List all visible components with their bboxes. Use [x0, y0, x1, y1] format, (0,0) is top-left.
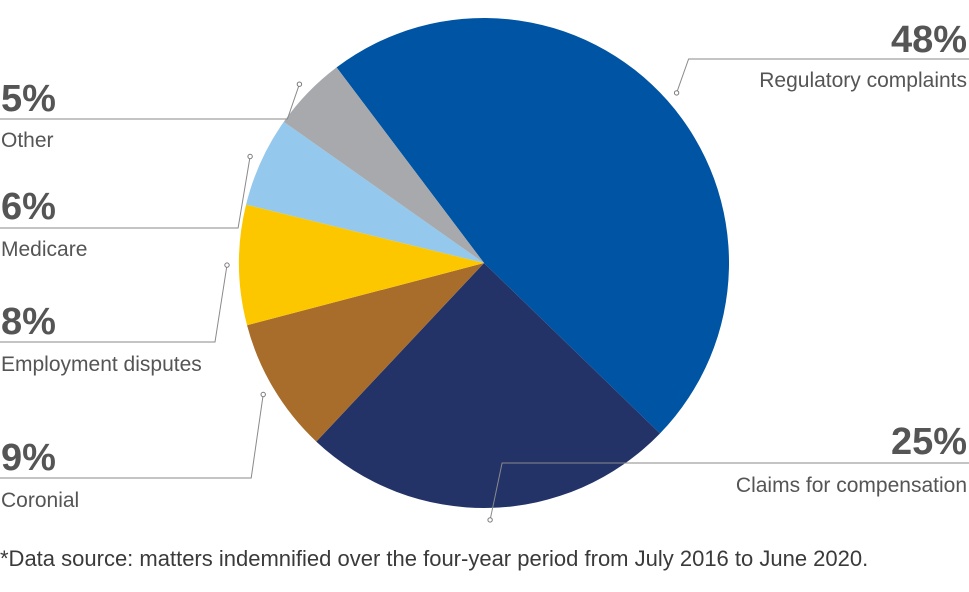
slice-value-label-medicare: 6%	[1, 186, 56, 228]
leader-line-claims-for-compensation	[489, 462, 969, 521]
slice-value-label-regulatory-complaints: 48%	[891, 19, 967, 61]
leader-dot-medicare	[247, 153, 253, 160]
slice-value-label-coronial: 9%	[1, 437, 56, 479]
pie-slices	[238, 17, 730, 509]
footnote: *Data source: matters indemnified over t…	[0, 546, 869, 571]
slice-value-label-other: 5%	[1, 78, 56, 120]
slice-value-label-employment-disputes: 8%	[1, 301, 56, 343]
pie-slice-employment-disputes	[238, 204, 484, 326]
slice-category-label-medicare: Medicare	[1, 238, 87, 261]
pie-slice-claims-for-compensation	[316, 263, 660, 509]
leader-line-regulatory-complaints	[676, 58, 969, 94]
pie-slice-regulatory-complaints	[336, 17, 730, 434]
leader-dot-employment-disputes	[224, 262, 230, 268]
slice-labels: 48% Regulatory complaints 25% Claims for co…	[1, 19, 967, 512]
leader-dot-claims-for-compensation	[487, 517, 493, 523]
leader-lines	[0, 58, 969, 523]
leader-dot-regulatory-complaints	[673, 90, 680, 96]
slice-category-label-employment-disputes: Employment disputes	[1, 353, 202, 376]
leader-line-other	[0, 84, 300, 120]
slice-category-label-regulatory-complaints: Regulatory complaints	[759, 69, 967, 92]
pie-slice-coronial	[247, 263, 484, 442]
leader-line-coronial	[0, 394, 264, 479]
leader-line-medicare	[0, 156, 251, 229]
slice-value-label-claims-for-compensation: 25%	[891, 421, 967, 463]
slice-category-label-coronial: Coronial	[1, 489, 79, 512]
leader-dot-coronial	[260, 391, 266, 398]
slice-category-label-other: Other	[1, 129, 54, 152]
leader-dot-other	[296, 81, 303, 87]
pie-slice-medicare	[246, 121, 484, 263]
slice-category-label-claims-for-compensation: Claims for compensation	[736, 474, 967, 497]
leader-line-employment-disputes	[0, 265, 228, 343]
pie-slice-other	[283, 67, 484, 263]
